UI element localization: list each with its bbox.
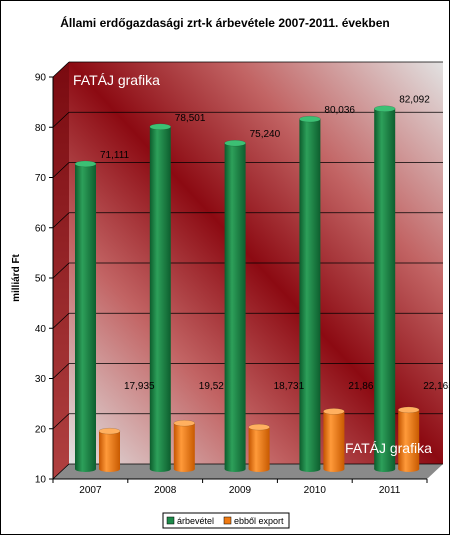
gridline-diagonal [52,61,70,78]
y-tick-label: 20 [35,424,47,435]
data-label: 21,86 [348,381,373,392]
bar-ebből export-2009 [248,427,270,469]
data-label: 17,935 [124,381,155,392]
bar-árbevétel-2007 [75,163,96,469]
bar-top-2007 [98,427,121,435]
gridline-diagonal [52,111,70,128]
bar-base-2008 [149,466,171,472]
bar-base-2007 [75,466,96,472]
y-tick-label: 80 [35,123,47,134]
chart-title: Állami erdőgazdasági zrt-k árbevétele 20… [60,15,390,30]
y-tick-label: 60 [35,223,47,234]
y-tick-label: 30 [35,374,47,385]
bar-base-2010 [299,466,321,472]
bar-top-2009 [224,139,246,147]
bar-ebből export-2007 [99,431,120,469]
bar-top-2008 [173,419,196,427]
bar-ebből export-2008 [173,423,195,469]
bar-top-2010 [323,408,345,415]
x-tick-label: 2011 [379,485,401,496]
data-label: 82,092 [399,95,430,106]
gridline-diagonal [52,262,70,279]
y-tick-label: 10 [35,475,47,486]
x-tick-label: 2010 [304,485,327,496]
data-label: 22,165 [423,381,449,392]
bars [74,105,420,472]
legend-label-arbevetel: árbevétel [177,516,214,526]
bar-ebből export-2010 [323,411,345,469]
y-tick-label: 90 [35,73,47,84]
y-tick-label: 70 [35,173,47,184]
x-tick-label: 2009 [229,485,252,496]
legend-swatch-export [223,516,232,525]
x-tick-label: 2008 [154,485,177,496]
data-label: 75,240 [250,129,281,140]
y-axis-title: milliárd Ft [11,253,22,301]
x-tick-labels: 2007 2008 2009 2010 2011 [52,479,428,496]
legend-swatch-arbevetel [166,516,175,525]
bar-top-2007 [74,160,97,168]
gridline-diagonal [52,363,70,379]
y-tick-label: 40 [35,324,47,335]
data-label: 18,731 [274,381,305,392]
watermark-top: FATÁJ grafika [73,72,160,88]
bar-top-2010 [299,115,321,123]
bar-base-2009 [248,466,270,472]
data-labels: 71,111 78,501 75,240 80,036 82,092 17,935 19,5… [100,95,449,392]
bar-árbevétel-2008 [149,126,171,470]
data-label: 80,036 [324,105,355,116]
bar-base-2009 [224,466,246,472]
gridline-diagonal [52,312,70,329]
data-label: 78,501 [175,113,206,124]
bar-árbevétel-2011 [374,108,396,469]
bar-top-2011 [397,406,420,414]
bar-base-2011 [374,466,396,472]
watermark-bottom: FATÁJ grafika [345,440,432,456]
bar-base-2007 [99,466,120,472]
legend: árbevétel ebből export [162,512,290,529]
gridline-diagonal [52,162,70,178]
bar-base-2011 [398,466,420,472]
gridline-diagonal [52,463,70,480]
bar-top-2008 [149,123,172,131]
bar-top-2009 [248,423,270,431]
bar-top-2011 [373,105,396,112]
data-label: 71,111 [100,150,130,161]
y-tick-label: 50 [35,274,47,285]
bar-árbevétel-2009 [224,143,246,469]
legend-label-export: ebből export [234,516,284,526]
bar-base-2008 [173,466,195,472]
y-tick-labels: 10 20 30 40 50 60 70 80 90 [35,73,47,486]
gridline-diagonal [52,413,70,430]
bar-árbevétel-2010 [299,119,321,470]
bar-base-2010 [323,466,345,472]
x-tick-label: 2007 [79,485,102,496]
data-label: 19,52 [199,381,224,392]
gridline-diagonal [52,212,70,229]
bar-ebből export-2011 [398,409,420,469]
